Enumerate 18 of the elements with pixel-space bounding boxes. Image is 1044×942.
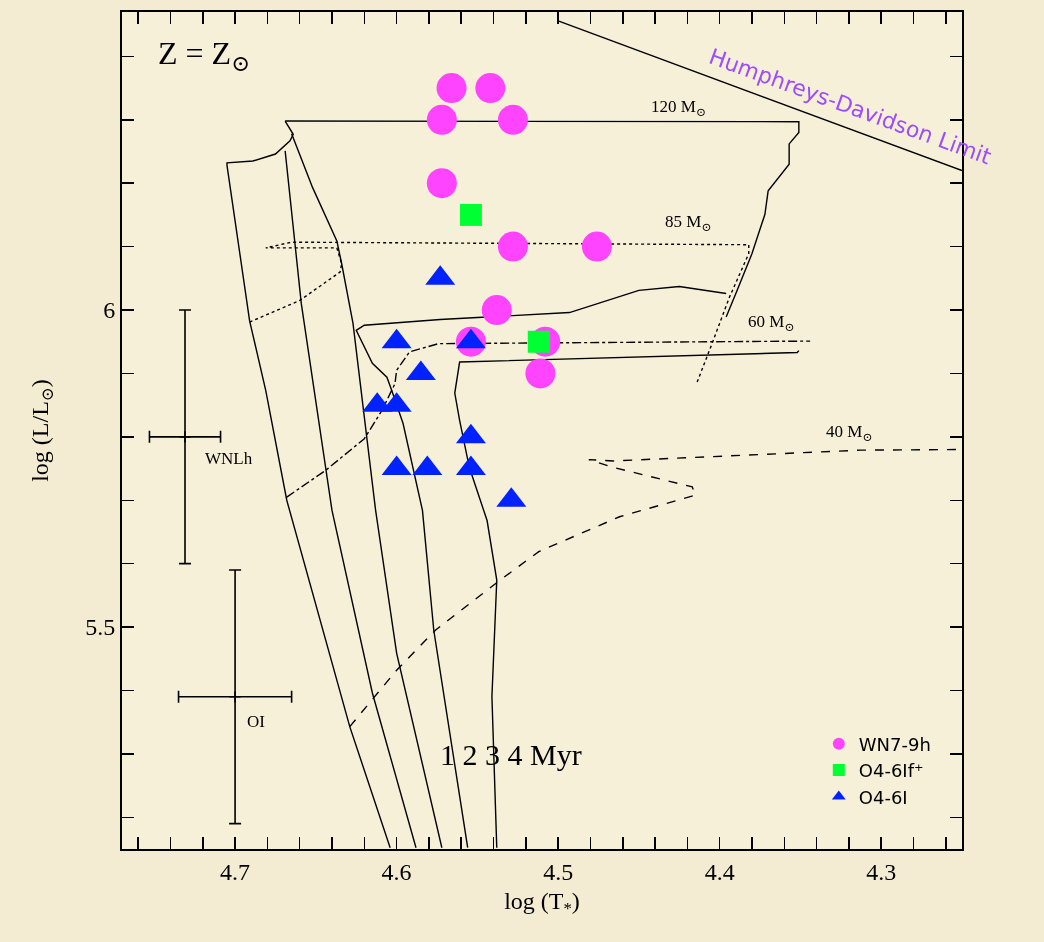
series-label: 60 M$_{⊙}$	[748, 312, 795, 334]
annotation: Z = Z$_{⊙}$	[158, 35, 250, 76]
x-tick-label: 4.5	[543, 858, 574, 885]
x-tick-label: 4.6	[381, 858, 412, 885]
series-label: 120 M$_{⊙}$	[651, 97, 706, 119]
y-tick-label: 5.5	[85, 614, 116, 641]
series-label: OI	[247, 712, 266, 731]
legend-label: WN7-9h	[858, 733, 931, 755]
legend-label: O4-6If⁺	[858, 760, 924, 782]
x-tick-label: 4.7	[220, 858, 251, 885]
x-tick-label: 4.4	[704, 858, 735, 885]
series-label: 85 M$_{⊙}$	[665, 212, 712, 234]
legend-label: O4-6I	[858, 786, 908, 808]
x-axis-title: log (T$_{*}$)	[504, 887, 580, 918]
x-tick-label: 4.3	[866, 858, 897, 885]
y-tick-label: 6	[103, 297, 116, 324]
series-label: 40 M$_{⊙}$	[826, 422, 873, 444]
series-label: WNLh	[205, 449, 253, 468]
